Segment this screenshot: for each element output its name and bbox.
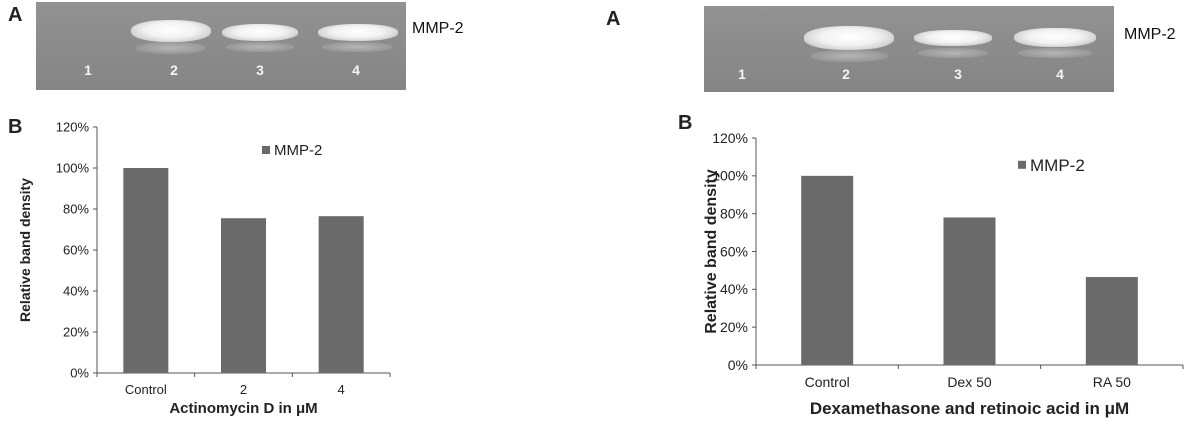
y-tick-label: 40%	[63, 284, 89, 299]
y-axis-title: Relative band density	[703, 169, 720, 334]
x-tick-label: RA 50	[1093, 374, 1131, 390]
bar	[221, 218, 266, 373]
x-axis-title: Actinomycin D in μM	[169, 400, 317, 417]
gel-panel-letter: A	[8, 4, 23, 26]
lane-number: 4	[352, 62, 360, 78]
y-tick-label: 120%	[712, 130, 748, 146]
x-tick-label: Dex 50	[947, 374, 992, 390]
x-tick-label: Control	[805, 374, 850, 390]
gel-band-lane-3	[914, 30, 992, 46]
y-tick-label: 40%	[720, 281, 748, 297]
bar	[123, 168, 169, 373]
chart-panel-letter: B	[8, 116, 23, 138]
gel-band-lane-3	[222, 24, 298, 41]
left-figure: A 1 2 3 4 MMP-2 B 0% 20% 40% 60% 80% 100% 120%…	[0, 0, 598, 429]
gel-panel-letter: A	[606, 8, 621, 30]
lane-number: 1	[738, 66, 746, 82]
x-tick-label: 4	[338, 382, 345, 397]
y-tick-label: 120%	[56, 120, 90, 135]
gel-label: MMP-2	[1124, 26, 1176, 43]
bar-chart: 0% 20% 40% 60% 80% 100% 120% Control 2 4 Actinomyc…	[17, 120, 391, 417]
y-tick-label: 100%	[56, 161, 90, 176]
y-tick-label: 20%	[63, 325, 89, 340]
right-figure: A 1 2 3 4 MMP-2 B 0% 20% 40% 60% 80% 100% 120%…	[598, 0, 1197, 429]
y-tick-label: 0%	[70, 366, 89, 381]
gel-smear	[918, 48, 988, 58]
gel-image: 1 2 3 4	[704, 6, 1114, 92]
gel-band-lane-2	[131, 20, 211, 42]
gel-smear	[322, 42, 392, 52]
gel-smear	[1018, 48, 1092, 58]
y-tick-label: 20%	[720, 319, 748, 335]
chart-panel-letter: B	[678, 112, 693, 134]
gel-smear	[136, 42, 206, 54]
gel-label: MMP-2	[412, 20, 464, 37]
lane-number: 4	[1056, 66, 1064, 82]
lane-number: 3	[954, 66, 962, 82]
y-tick-label: 80%	[63, 202, 89, 217]
x-tick-label: Control	[125, 382, 167, 397]
gel-band-lane-4	[318, 24, 398, 41]
bar	[943, 217, 996, 365]
gel-band-lane-4	[1014, 28, 1096, 47]
y-tick-label: 100%	[712, 168, 748, 184]
lane-number: 2	[842, 66, 850, 82]
bar-chart: 0% 20% 40% 60% 80% 100% 120% Control Dex 50 RA 50…	[703, 130, 1184, 418]
bar	[1085, 277, 1138, 365]
y-axis-title: Relative band density	[17, 178, 33, 322]
bar	[801, 175, 854, 365]
gel-smear	[810, 50, 888, 62]
legend-swatch	[262, 146, 270, 154]
gel-image: 1 2 3 4	[36, 2, 406, 90]
y-tick-label: 80%	[720, 206, 748, 222]
y-tick-label: 0%	[728, 357, 748, 373]
bar	[318, 216, 364, 373]
lane-number: 3	[256, 62, 264, 78]
x-tick-label: 2	[240, 382, 247, 397]
x-axis-title: Dexamethasone and retinoic acid in μM	[810, 399, 1129, 418]
gel-band-lane-2	[804, 26, 894, 50]
gel-smear	[226, 42, 294, 52]
legend-label: MMP-2	[274, 142, 322, 159]
legend-swatch	[1018, 160, 1026, 169]
y-tick-label: 60%	[720, 243, 748, 259]
legend-label: MMP-2	[1030, 156, 1085, 175]
y-tick-label: 60%	[63, 243, 89, 258]
lane-number: 2	[170, 62, 178, 78]
lane-number: 1	[84, 62, 92, 78]
